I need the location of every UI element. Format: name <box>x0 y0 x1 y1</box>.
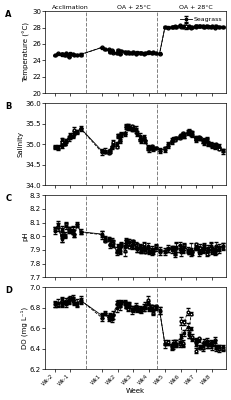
Y-axis label: Temperature (°C): Temperature (°C) <box>23 22 30 82</box>
Text: C: C <box>5 194 11 203</box>
Y-axis label: DO (mg L⁻¹): DO (mg L⁻¹) <box>21 307 28 349</box>
Text: A: A <box>5 10 12 18</box>
Y-axis label: pH: pH <box>22 232 28 241</box>
Text: D: D <box>5 286 12 295</box>
X-axis label: Week: Week <box>126 388 145 394</box>
Y-axis label: Salinity: Salinity <box>18 131 24 157</box>
Text: OA + 28°C: OA + 28°C <box>178 6 212 10</box>
Text: OA + 25°C: OA + 25°C <box>117 6 150 10</box>
Text: B: B <box>5 102 12 111</box>
Legend: Seagrass, Control: Seagrass, Control <box>178 16 222 30</box>
Text: Acclimation: Acclimation <box>52 6 88 10</box>
